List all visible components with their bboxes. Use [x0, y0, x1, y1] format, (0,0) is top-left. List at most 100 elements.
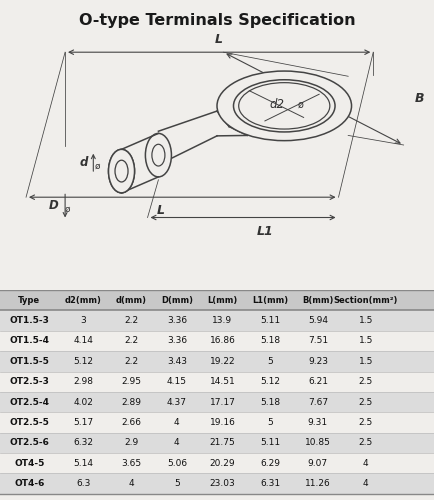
Text: 4: 4: [363, 459, 368, 468]
Text: 2.2: 2.2: [124, 316, 138, 325]
Text: 6.29: 6.29: [260, 459, 280, 468]
Text: 6.32: 6.32: [73, 438, 94, 448]
Text: 4: 4: [363, 479, 368, 488]
Text: 4.14: 4.14: [74, 336, 93, 345]
Text: 1.5: 1.5: [358, 357, 373, 366]
Text: 5: 5: [267, 418, 273, 427]
Ellipse shape: [115, 160, 128, 182]
Text: 3.36: 3.36: [167, 336, 187, 345]
Text: 2.95: 2.95: [121, 377, 141, 386]
Text: OT1.5-5: OT1.5-5: [10, 357, 49, 366]
Text: 5.17: 5.17: [73, 418, 94, 427]
Text: 20.29: 20.29: [210, 459, 235, 468]
Text: 6.21: 6.21: [308, 377, 328, 386]
Text: 5.94: 5.94: [308, 316, 328, 325]
Text: d: d: [80, 156, 88, 169]
Text: 2.66: 2.66: [121, 418, 141, 427]
Text: B(mm): B(mm): [302, 296, 334, 304]
Bar: [0, 372, 434, 392]
Text: OT1.5-3: OT1.5-3: [10, 316, 49, 325]
Text: 4.37: 4.37: [167, 398, 187, 406]
Ellipse shape: [115, 160, 128, 182]
Text: 1.5: 1.5: [358, 316, 373, 325]
Text: 2.5: 2.5: [358, 418, 373, 427]
Text: 10.85: 10.85: [305, 438, 331, 448]
Text: 2.9: 2.9: [124, 438, 138, 448]
Text: 3: 3: [81, 316, 86, 325]
Text: 2.2: 2.2: [124, 357, 138, 366]
Text: 9.07: 9.07: [308, 459, 328, 468]
Text: OT2.5-4: OT2.5-4: [9, 398, 49, 406]
Ellipse shape: [145, 134, 171, 177]
Text: L: L: [157, 204, 164, 218]
Text: 9.31: 9.31: [308, 418, 328, 427]
Text: 2.2: 2.2: [124, 336, 138, 345]
Text: 5.11: 5.11: [260, 316, 280, 325]
Bar: [0, 432, 434, 453]
Text: 4.15: 4.15: [167, 377, 187, 386]
Bar: [0, 310, 434, 331]
Text: 5.11: 5.11: [260, 438, 280, 448]
Text: 23.03: 23.03: [210, 479, 235, 488]
Ellipse shape: [108, 150, 135, 193]
Text: 2.89: 2.89: [121, 398, 141, 406]
Text: d2(mm): d2(mm): [65, 296, 102, 304]
Text: 3.65: 3.65: [121, 459, 141, 468]
Text: 2.5: 2.5: [358, 398, 373, 406]
Text: OT2.5-3: OT2.5-3: [10, 377, 49, 386]
Text: 19.22: 19.22: [210, 357, 235, 366]
Text: 5.14: 5.14: [73, 459, 94, 468]
Text: O-type Terminals Specification: O-type Terminals Specification: [79, 13, 355, 28]
Text: 4: 4: [128, 479, 134, 488]
Text: 9.23: 9.23: [308, 357, 328, 366]
Text: OT4-6: OT4-6: [14, 479, 44, 488]
Text: 5.18: 5.18: [260, 336, 280, 345]
Text: L1: L1: [256, 225, 273, 238]
Ellipse shape: [233, 80, 335, 132]
Text: 4.02: 4.02: [74, 398, 93, 406]
Text: 19.16: 19.16: [210, 418, 235, 427]
Text: 2.98: 2.98: [73, 377, 94, 386]
Text: ø: ø: [94, 162, 100, 170]
Text: 2.5: 2.5: [358, 377, 373, 386]
Text: 13.9: 13.9: [212, 316, 233, 325]
Bar: [0, 453, 434, 473]
Ellipse shape: [217, 71, 352, 140]
Text: 17.17: 17.17: [210, 398, 235, 406]
Bar: [0, 331, 434, 351]
Bar: [0, 351, 434, 372]
Text: OT2.5-5: OT2.5-5: [10, 418, 49, 427]
Text: d2: d2: [269, 98, 284, 111]
Bar: [0, 412, 434, 432]
Text: 5.12: 5.12: [260, 377, 280, 386]
Text: 6.31: 6.31: [260, 479, 280, 488]
Text: D: D: [49, 200, 59, 212]
Ellipse shape: [239, 82, 330, 129]
Text: Section(mm²): Section(mm²): [333, 296, 398, 304]
Bar: [0, 392, 434, 412]
Text: 5: 5: [267, 357, 273, 366]
Text: Type: Type: [18, 296, 40, 304]
Text: 14.51: 14.51: [210, 377, 235, 386]
Text: OT4-5: OT4-5: [14, 459, 44, 468]
Text: 4: 4: [174, 418, 180, 427]
Text: 5.18: 5.18: [260, 398, 280, 406]
Text: ø: ø: [64, 205, 70, 214]
Text: d(mm): d(mm): [116, 296, 147, 304]
Text: 2.5: 2.5: [358, 438, 373, 448]
Text: 7.51: 7.51: [308, 336, 328, 345]
Text: L(mm): L(mm): [207, 296, 237, 304]
Text: L: L: [215, 34, 223, 46]
Text: B: B: [414, 92, 424, 105]
Text: OT2.5-6: OT2.5-6: [10, 438, 49, 448]
Text: 11.26: 11.26: [305, 479, 331, 488]
Text: 3.36: 3.36: [167, 316, 187, 325]
Text: 5.06: 5.06: [167, 459, 187, 468]
Text: 7.67: 7.67: [308, 398, 328, 406]
Text: D(mm): D(mm): [161, 296, 193, 304]
Text: 4: 4: [174, 438, 180, 448]
Text: OT1.5-4: OT1.5-4: [9, 336, 49, 345]
Bar: [0, 290, 434, 310]
Text: 21.75: 21.75: [210, 438, 235, 448]
Ellipse shape: [152, 144, 165, 166]
